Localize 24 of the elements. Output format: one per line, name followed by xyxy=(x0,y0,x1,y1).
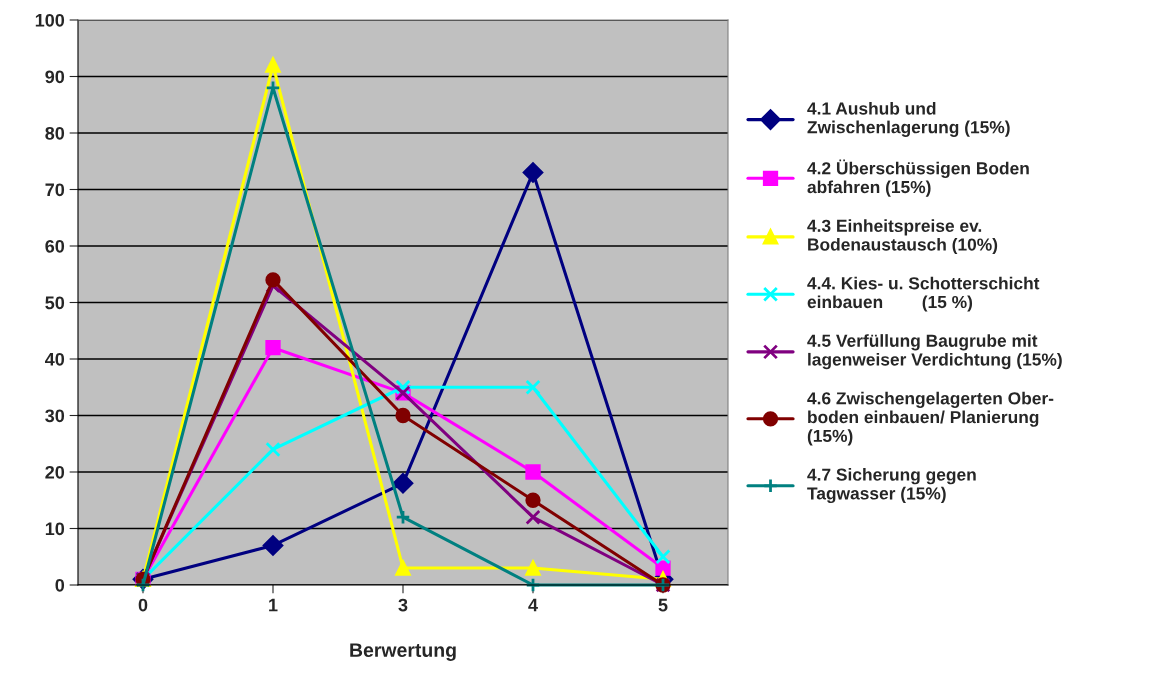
legend-label: 4.7 Sicherung gegen Tagwasser (15%) xyxy=(807,468,976,504)
x-tick-label: 4 xyxy=(528,598,538,612)
x-axis-title: Berwertung xyxy=(350,643,456,661)
legend-label: 4.3 Einheitspreise ev. Bodenaustausch (10%) xyxy=(807,219,998,255)
x-tick-label: 1 xyxy=(269,598,278,612)
y-tick-label: 60 xyxy=(45,239,65,253)
y-tick-label: 10 xyxy=(45,522,65,536)
legend-label: 4.5 Verfüllung Baugrube mit lagenweiser Verdichtung (15%) xyxy=(807,334,1062,370)
x-tick-label: 5 xyxy=(658,598,668,612)
x-tick-label: 0 xyxy=(138,598,148,612)
y-tick-label: 90 xyxy=(45,70,65,84)
y-tick-label: 20 xyxy=(45,465,65,479)
legend-label: 4.1 Aushub und Zwischenlagerung (15%) xyxy=(807,101,1010,137)
legend-label: 4.6 Zwischengelagerten Ober- boden einbauen/ Planierung (15%) xyxy=(807,391,1054,446)
x-tick-label: 3 xyxy=(398,598,408,612)
y-tick-label: 40 xyxy=(45,352,65,366)
y-tick-label: 100 xyxy=(35,13,65,27)
legend-label: 4.4. Kies- u. Schotterschicht einbauen (15 %) xyxy=(807,276,1040,312)
y-tick-label: 80 xyxy=(45,126,65,140)
y-tick-label: 50 xyxy=(45,296,65,310)
y-tick-label: 70 xyxy=(45,183,65,197)
legend-label: 4.2 Überschüssigen Boden abfahren (15%) xyxy=(807,159,1029,197)
y-tick-label: 30 xyxy=(45,409,65,423)
y-tick-label: 0 xyxy=(55,578,65,592)
